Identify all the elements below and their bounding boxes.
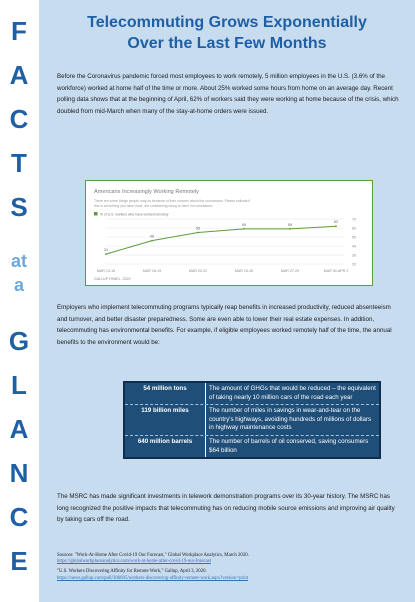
stat-row: 119 billion miles The number of miles in… bbox=[125, 405, 379, 436]
data-label: 59 bbox=[242, 223, 246, 227]
data-point bbox=[243, 228, 245, 230]
source-citation-2: "U.S. Workers Discovering Affinity for R… bbox=[57, 569, 207, 575]
data-label: 62 bbox=[334, 220, 338, 224]
sidebar-letter: L bbox=[11, 370, 27, 400]
legend-swatch bbox=[94, 212, 98, 216]
intro-paragraph: Before the Coronavirus pandemic forced m… bbox=[57, 73, 399, 115]
sidebar-letter: E bbox=[10, 546, 28, 576]
legend-label: % of U.S. workers who have worked remote… bbox=[100, 212, 169, 216]
source-link-2[interactable]: https://news.gallup.com/poll/306695/work… bbox=[57, 575, 249, 581]
x-tick-label: MAR 23-26 bbox=[235, 269, 253, 273]
chart-subtitle-line-2: this is something you have done, are con… bbox=[94, 204, 213, 208]
sidebar-letter: C bbox=[9, 104, 29, 134]
chart-title: Americans Increasingly Working Remotely bbox=[94, 189, 199, 195]
data-label: 59 bbox=[288, 223, 292, 227]
y-tick-label: 40 bbox=[352, 244, 356, 248]
title-line-2: Over the Last Few Months bbox=[127, 35, 327, 52]
y-tick-label: 50 bbox=[352, 235, 356, 239]
benefits-paragraph: Employers who implement telecommuting pr… bbox=[57, 304, 392, 346]
sidebar-letter: G bbox=[8, 326, 30, 356]
x-tick-label: MAR 30-APR 2 bbox=[324, 269, 349, 273]
facts-at-a-glance-sidebar: F A C T S at a G L A N C E bbox=[0, 0, 38, 602]
environmental-benefits-table: 54 million tons The amount of GHGs that … bbox=[123, 381, 381, 460]
chart-canvas: Americans Increasingly Working Remotely … bbox=[94, 189, 356, 281]
content-panel: Telecommuting Grows Exponentially Over t… bbox=[39, 0, 415, 602]
stat-key: 54 million tons bbox=[143, 385, 187, 392]
page-title: Telecommuting Grows Exponentially Over t… bbox=[39, 12, 415, 54]
sidebar-letter: T bbox=[11, 148, 27, 178]
stat-value: The number of miles in savings in wear-a… bbox=[205, 405, 379, 435]
data-point bbox=[197, 231, 199, 234]
title-line-1: Telecommuting Grows Exponentially bbox=[87, 14, 367, 31]
sidebar-letter: A bbox=[9, 60, 29, 90]
x-tick-label: MAR 20-22 bbox=[189, 269, 207, 273]
y-tick-label: 30 bbox=[352, 253, 356, 257]
y-tick-label: 70 bbox=[352, 217, 356, 221]
y-tick-label: 20 bbox=[352, 262, 356, 266]
msrc-paragraph: The MSRC has made significant investment… bbox=[57, 493, 395, 524]
x-tick-label: MAR 27-29 bbox=[281, 269, 299, 273]
sidebar-letter: N bbox=[9, 458, 29, 488]
x-tick-label: MAR 13-15 bbox=[97, 269, 115, 273]
stat-value: The number of barrels of oil conserved, … bbox=[205, 435, 379, 458]
y-tick-label: 60 bbox=[352, 226, 356, 230]
data-label: 31 bbox=[104, 248, 108, 252]
data-point bbox=[335, 225, 337, 228]
data-label: 46 bbox=[150, 235, 154, 239]
sidebar-letter: a bbox=[13, 275, 24, 295]
sidebar-letter: S bbox=[10, 192, 28, 222]
data-point bbox=[151, 239, 153, 242]
sidebar-letter: C bbox=[9, 502, 29, 532]
data-point bbox=[105, 253, 107, 255]
x-tick-label: MAR 16-19 bbox=[143, 269, 161, 273]
sidebar-letter: at bbox=[10, 251, 27, 271]
data-label: 55 bbox=[196, 227, 200, 231]
source-citation-1: Sources: "Work-At-Home After Covid-19 Ou… bbox=[57, 553, 249, 558]
chart-subtitle-line-1: There are some things people may do beca… bbox=[94, 199, 250, 203]
source-link-1[interactable]: https://globalworkplaceanalytics.com/wor… bbox=[57, 559, 211, 565]
stat-row: 54 million tons The amount of GHGs that … bbox=[125, 383, 379, 406]
sources: Sources: "Work-At-Home After Covid-19 Ou… bbox=[57, 553, 401, 582]
sidebar-letter: A bbox=[9, 414, 29, 444]
sidebar-letter: F bbox=[11, 16, 27, 46]
remote-work-chart: Americans Increasingly Working Remotely … bbox=[85, 180, 373, 286]
series-line bbox=[105, 225, 337, 255]
stat-value: The amount of GHGs that would be reduced… bbox=[205, 383, 379, 405]
stat-key: 640 million barrels bbox=[137, 437, 193, 445]
stat-key: 119 billion miles bbox=[141, 407, 189, 415]
data-point bbox=[289, 228, 291, 230]
stat-row: 640 million barrels The number of barrel… bbox=[125, 435, 379, 458]
chart-source: GALLUP PANEL, 2020 bbox=[94, 277, 131, 281]
